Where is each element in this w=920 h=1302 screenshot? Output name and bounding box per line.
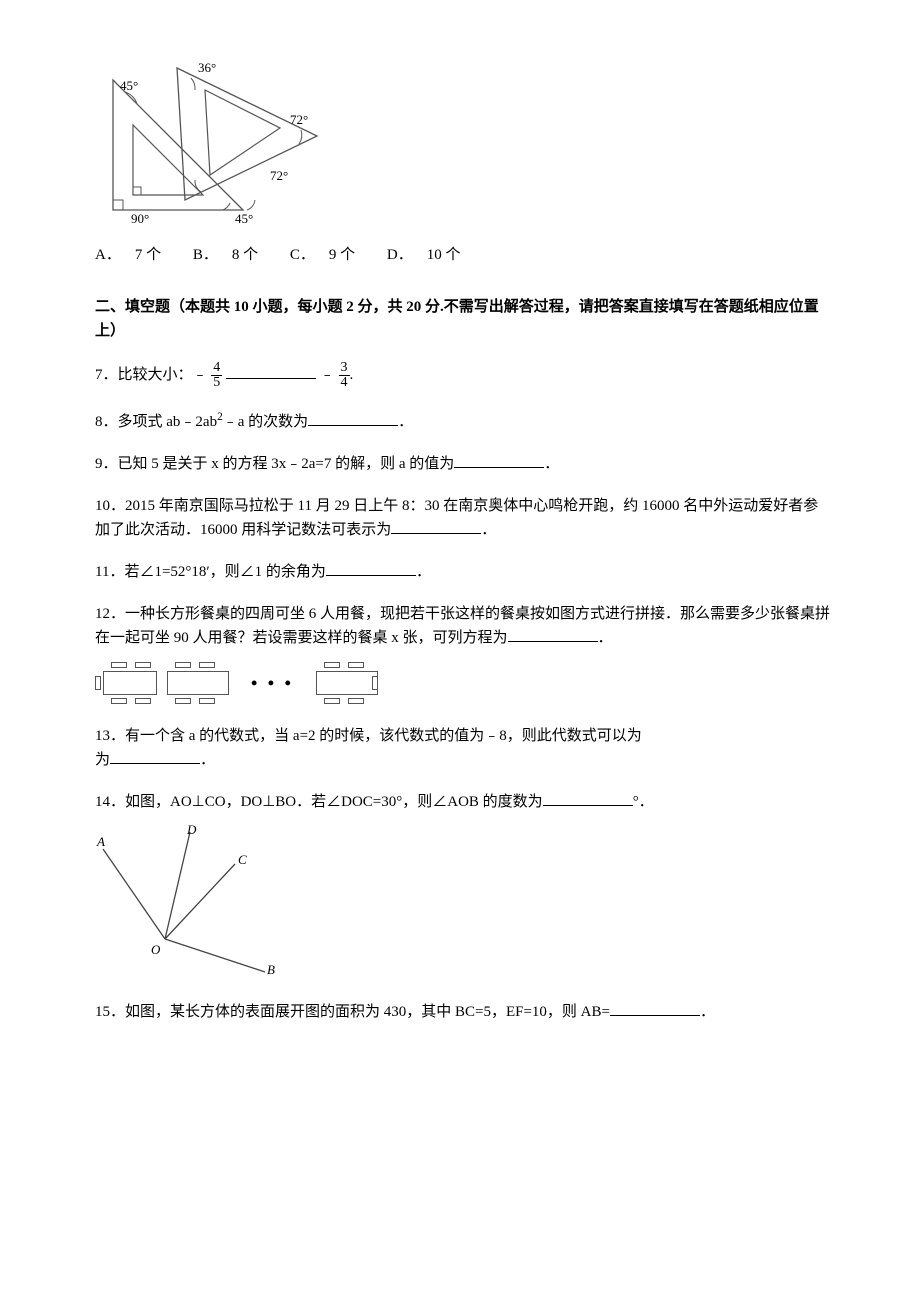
q13-blank xyxy=(110,749,200,764)
q9-text: 9．已知 5 是关于 x 的方程 3x﹣2a=7 的解，则 a 的值为 xyxy=(95,456,454,472)
dining-table xyxy=(167,660,237,706)
opt-a-label: A． xyxy=(95,247,121,263)
opt-c-text: 9 个 xyxy=(329,247,355,263)
angle-45-bottom: 45° xyxy=(235,211,253,225)
triangle-overlap-diagram: 36° 45° 72° 72° 90° 45° xyxy=(95,50,325,225)
q14-suffix: °． xyxy=(633,794,654,810)
q11: 11．若∠1=52°18′，则∠1 的余角为 ． xyxy=(95,560,830,584)
q13-wei: 为 xyxy=(95,752,110,768)
q9-blank xyxy=(454,453,544,468)
label-D: D xyxy=(186,824,197,837)
opt-a-text: 7 个 xyxy=(135,247,161,263)
opt-b-text: 8 个 xyxy=(232,247,258,263)
opt-d-text: 10 个 xyxy=(427,247,461,263)
q13-suffix: ． xyxy=(200,752,215,768)
q13: 13．有一个含 a 的代数式，当 a=2 的时候，该代数式的值为﹣8，则此代数式… xyxy=(95,724,830,772)
angle-diagram: A D C O B xyxy=(95,824,295,974)
q9-suffix: ． xyxy=(544,456,559,472)
label-C: C xyxy=(238,852,247,867)
angle-72-right: 72° xyxy=(290,112,308,127)
q8: 8．多项式 ab﹣2ab2﹣a 的次数为． xyxy=(95,408,830,434)
q7-mid: ﹣ xyxy=(320,367,335,383)
label-A: A xyxy=(96,834,105,849)
opt-c-label: C． xyxy=(290,247,315,263)
q12-text: 12．一种长方形餐桌的四周可坐 6 人用餐，现把若干张这样的餐桌按如图方式进行拼… xyxy=(95,606,830,646)
q8-text2: ﹣a 的次数为 xyxy=(223,414,308,430)
q8-suffix: ． xyxy=(398,414,413,430)
q8-blank xyxy=(308,411,398,426)
q12-blank xyxy=(508,627,598,642)
q7-frac2: 3 4 xyxy=(339,361,350,390)
q7-suffix: . xyxy=(350,367,354,383)
q15-blank xyxy=(610,1001,700,1016)
q15: 15．如图，某长方体的表面展开图的面积为 430，其中 BC=5，EF=10，则… xyxy=(95,1000,830,1024)
q13-text: 13．有一个含 a 的代数式，当 a=2 的时候，该代数式的值为﹣8，则此代数式… xyxy=(95,728,642,744)
q14: 14．如图，AO⊥CO，DO⊥BO．若∠DOC=30°，则∠AOB 的度数为 °．… xyxy=(95,790,830,982)
q8-text1: 8．多项式 ab﹣2ab xyxy=(95,414,217,430)
q10-blank xyxy=(391,519,481,534)
q9: 9．已知 5 是关于 x 的方程 3x﹣2a=7 的解，则 a 的值为 ． xyxy=(95,452,830,476)
q15-suffix: ． xyxy=(700,1004,715,1020)
ellipsis-icon: • • • xyxy=(251,669,294,698)
q12: 12．一种长方形餐桌的四周可坐 6 人用餐，现把若干张这样的餐桌按如图方式进行拼… xyxy=(95,602,830,706)
q14-blank xyxy=(543,791,633,806)
label-O: O xyxy=(151,942,161,957)
q14-figure: A D C O B xyxy=(95,824,830,982)
q7: 7．比较大小：﹣ 4 5 ﹣ 3 4 . xyxy=(95,361,830,390)
q15-text: 15．如图，某长方体的表面展开图的面积为 430，其中 BC=5，EF=10，则… xyxy=(95,1004,610,1020)
q12-suffix: ． xyxy=(598,630,613,646)
q10-suffix: ． xyxy=(481,522,496,538)
q6-options: A． 7 个 B． 8 个 C． 9 个 D． 10 个 xyxy=(95,243,830,267)
q11-suffix: ． xyxy=(416,564,431,580)
angle-36: 36° xyxy=(198,60,216,75)
opt-d-label: D． xyxy=(387,247,413,263)
q7-blank xyxy=(226,364,316,379)
label-B: B xyxy=(267,962,275,974)
q11-blank xyxy=(326,561,416,576)
q7-frac1: 4 5 xyxy=(211,361,222,390)
dining-table xyxy=(308,660,378,706)
section-2-title: 二、填空题（本题共 10 小题，每小题 2 分，共 20 分.不需写出解答过程，… xyxy=(95,295,830,343)
dining-table xyxy=(95,660,165,706)
opt-b-label: B． xyxy=(193,247,218,263)
q11-text: 11．若∠1=52°18′，则∠1 的余角为 xyxy=(95,564,326,580)
q14-text: 14．如图，AO⊥CO，DO⊥BO．若∠DOC=30°，则∠AOB 的度数为 xyxy=(95,794,543,810)
angle-90: 90° xyxy=(131,211,149,225)
q12-diagram: • • • xyxy=(95,660,830,706)
q7-prefix: 7．比较大小：﹣ xyxy=(95,367,208,383)
angle-45-top: 45° xyxy=(120,78,138,93)
q6-figure: 36° 45° 72° 72° 90° 45° xyxy=(95,50,830,233)
q10: 10．2015 年南京国际马拉松于 11 月 29 日上午 8：30 在南京奥体… xyxy=(95,494,830,542)
angle-72-lower: 72° xyxy=(270,168,288,183)
